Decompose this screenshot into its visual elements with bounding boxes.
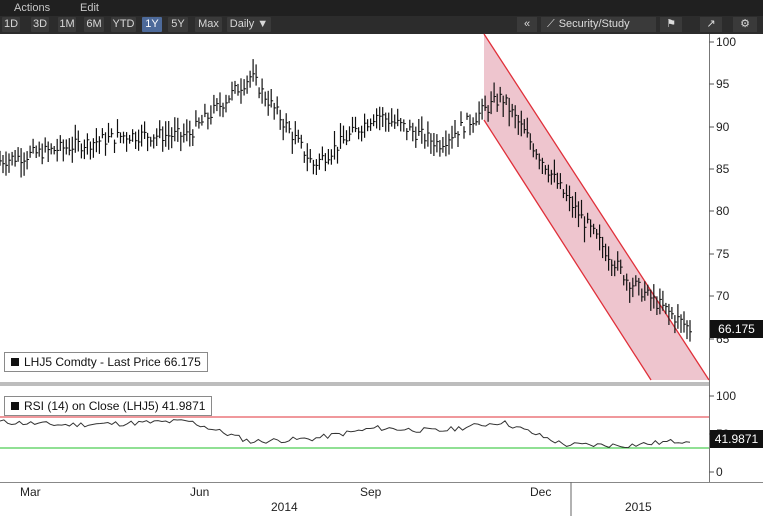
gear-icon[interactable]: ⚙ [733, 17, 757, 32]
rsi-ytick-100: 100 [716, 389, 737, 403]
xtick-jun: Jun [190, 485, 210, 499]
rsi-legend[interactable]: RSI (14) on Close (LHJ5) 41.9871 [4, 396, 213, 416]
price-legend-label: LHJ5 Comdty - Last Price 66.175 [24, 355, 201, 369]
rsi-ytick-0: 0 [716, 465, 723, 479]
menu-bar: Actions Edit [0, 0, 763, 16]
range-button-6m[interactable]: 6M [84, 17, 104, 32]
security-study-button[interactable]: ⟋ Security/Study [541, 17, 656, 32]
range-button-1d[interactable]: 1D [2, 17, 20, 32]
range-button-1m[interactable]: 1M [58, 17, 76, 32]
year-2014: 2014 [271, 500, 298, 514]
menu-actions[interactable]: Actions [14, 2, 51, 14]
range-button-ytd[interactable]: YTD [111, 17, 136, 32]
price-legend-swatch [11, 358, 19, 366]
rsi-line [0, 419, 691, 449]
flag-icon[interactable]: ⚑ [660, 17, 682, 32]
interval-dropdown[interactable]: Daily ▼ [227, 17, 271, 32]
ytick-75: 75 [716, 247, 730, 261]
range-toolbar: 1D 3D 1M 6M YTD 1Y 5Y Max Daily ▼ « ⟋ Sec… [0, 16, 763, 34]
ytick-100: 100 [716, 35, 737, 49]
channel-lower-line [483, 119, 652, 381]
rsi-legend-label: RSI (14) on Close (LHJ5) 41.9871 [24, 399, 206, 413]
ytick-90: 90 [716, 120, 730, 134]
expand-icon[interactable]: ↗ [700, 17, 722, 32]
year-2015: 2015 [625, 500, 652, 514]
range-button-3d[interactable]: 3D [31, 17, 49, 32]
xtick-sep: Sep [360, 485, 382, 499]
y-axis [709, 34, 763, 482]
xtick-mar: Mar [20, 485, 41, 499]
rsi-series [0, 419, 691, 449]
channel-upper-line [483, 33, 710, 381]
ytick-80: 80 [716, 204, 730, 218]
collapse-button[interactable]: « [517, 17, 537, 32]
price-legend[interactable]: LHJ5 Comdty - Last Price 66.175 [4, 352, 208, 372]
y-axis-ticks [709, 41, 714, 473]
range-button-max[interactable]: Max [195, 17, 222, 32]
ytick-85: 85 [716, 162, 730, 176]
menu-edit[interactable]: Edit [80, 2, 99, 14]
x-axis [0, 482, 763, 517]
chart-icon: ⟋ [547, 18, 555, 30]
ytick-95: 95 [716, 77, 730, 91]
rsi-last-tag: 41.9871 [710, 430, 763, 448]
ytick-70: 70 [716, 289, 730, 303]
price-last-tag: 66.175 [710, 320, 763, 338]
panel-divider[interactable] [0, 382, 763, 386]
range-button-5y[interactable]: 5Y [168, 17, 188, 32]
xtick-dec: Dec [530, 485, 552, 499]
price-series [0, 59, 692, 342]
security-study-label: Security/Study [558, 18, 630, 30]
range-button-1y[interactable]: 1Y [142, 17, 162, 32]
rsi-legend-swatch [11, 402, 19, 410]
